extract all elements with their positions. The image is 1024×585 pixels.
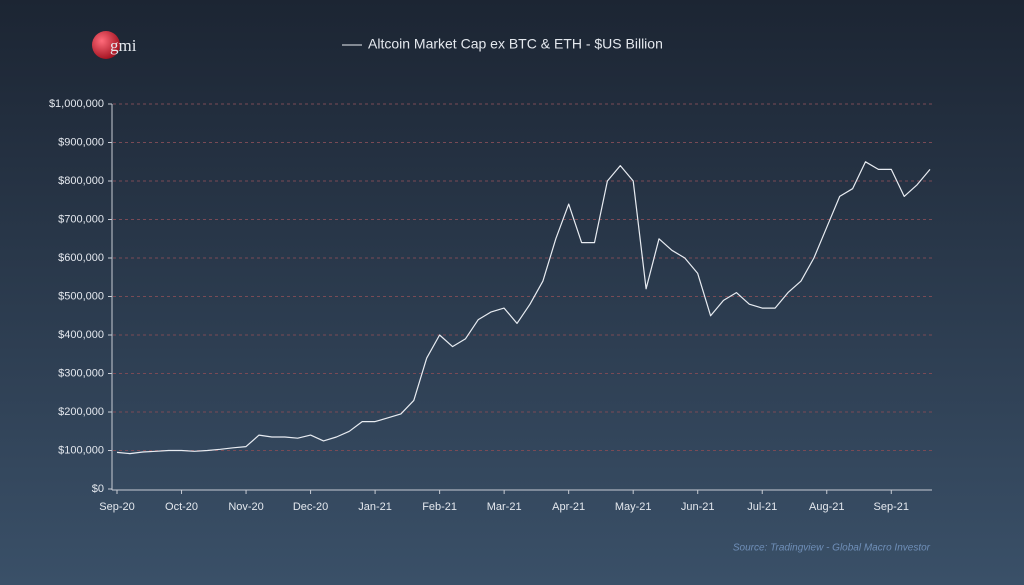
logo-mark — [92, 31, 120, 59]
y-tick-label: $500,000 — [58, 290, 104, 302]
x-tick-label: Jun-21 — [681, 501, 715, 513]
x-tick-label: May-21 — [615, 501, 652, 513]
x-tick-label: Sep-20 — [99, 501, 134, 513]
x-tick-label: Aug-21 — [809, 501, 844, 513]
line-series — [116, 161, 931, 455]
x-tick-label: Jul-21 — [747, 501, 777, 513]
x-tick-label: Jan-21 — [358, 501, 392, 513]
y-tick-label: $100,000 — [58, 444, 104, 456]
y-tick-label: $0 — [92, 483, 104, 495]
y-tick-label: $700,000 — [58, 213, 104, 225]
source: Source: Tradingview - Global Macro Inves… — [733, 543, 931, 554]
y-tick-label: $600,000 — [58, 252, 104, 264]
x-tick-label: Mar-21 — [487, 501, 522, 513]
chart-title: Altcoin Market Cap ex BTC & ETH - $US Bi… — [368, 36, 663, 52]
y-tick-label: $300,000 — [58, 367, 104, 379]
x-tick-label: Oct-20 — [165, 501, 198, 513]
x-tick-label: Nov-20 — [228, 501, 263, 513]
x-tick-label: Feb-21 — [422, 501, 457, 513]
y-tick-label: $1,000,000 — [49, 98, 104, 110]
y-tick-label: $200,000 — [58, 406, 104, 418]
y-tick-label: $900,000 — [58, 136, 104, 148]
x-tick-label: Dec-20 — [293, 501, 328, 513]
x-tick-label: Sep-21 — [874, 501, 909, 513]
logo-text: gmi — [110, 36, 137, 55]
y-tick-label: $400,000 — [58, 329, 104, 341]
x-tick-label: Apr-21 — [552, 501, 585, 513]
y-tick-label: $800,000 — [58, 175, 104, 187]
